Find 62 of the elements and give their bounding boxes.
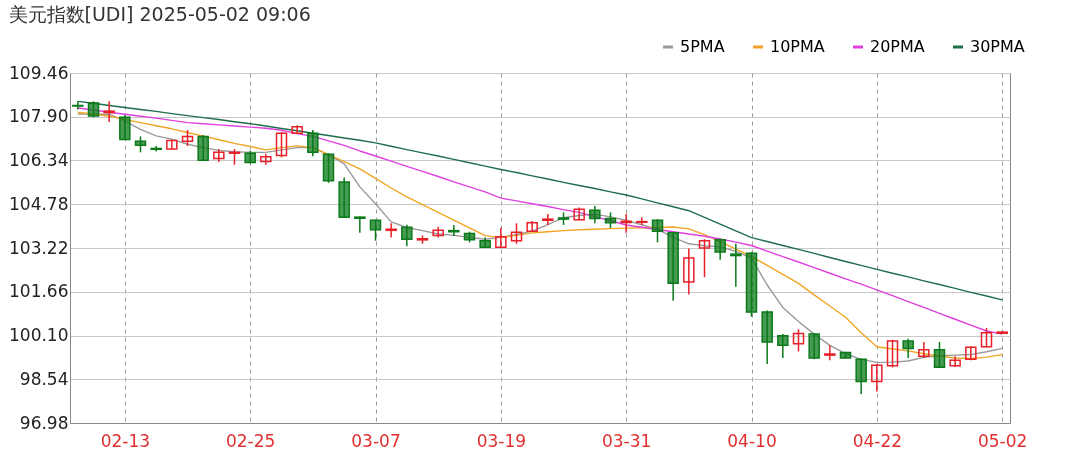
chart-title: 美元指数[UDI] 2025-05-02 09:06 — [8, 3, 311, 25]
candlestick — [526, 220, 538, 232]
candlestick — [824, 344, 836, 361]
y-tick-label: 98.54 — [19, 368, 69, 389]
candlestick — [150, 145, 162, 153]
candlestick — [683, 247, 695, 296]
candlestick — [72, 100, 84, 111]
candlestick — [385, 222, 397, 239]
y-tick-label: 96.98 — [19, 412, 69, 433]
candlestick — [307, 129, 319, 158]
candlestick — [213, 148, 225, 163]
candlestick — [855, 357, 867, 395]
x-tick-label: 02-25 — [225, 430, 276, 451]
candlestick — [573, 206, 585, 221]
candlestick — [871, 363, 883, 393]
candlestick — [965, 345, 977, 361]
x-tick-label: 03-19 — [476, 430, 527, 451]
candlestick — [651, 218, 664, 244]
candlestick — [980, 327, 993, 349]
candlestick — [119, 114, 131, 141]
legend-label: 10PMA — [770, 37, 825, 56]
candlestick — [792, 328, 805, 353]
y-tick-label: 107.90 — [9, 106, 69, 127]
candlestick — [918, 341, 930, 359]
y-tick-label: 100.10 — [9, 325, 69, 345]
candlestick — [620, 213, 632, 234]
y-tick-label: 101.66 — [9, 281, 69, 302]
candlestick — [730, 243, 742, 288]
candlestick — [510, 222, 523, 245]
y-tick-label: 104.78 — [9, 193, 69, 214]
x-tick-label: 04-10 — [727, 430, 777, 451]
candlestick — [354, 215, 366, 234]
line-series — [77, 100, 1003, 301]
x-tick-label: 05-02 — [977, 430, 1028, 451]
candlestick — [542, 213, 554, 226]
y-tick-label: 109.46 — [9, 62, 69, 83]
candlestick — [933, 341, 946, 369]
legend-label: 5PMA — [680, 37, 725, 56]
candlestick — [291, 124, 303, 135]
x-tick-label: 03-07 — [351, 430, 401, 451]
x-tick-label: 03-31 — [601, 430, 652, 451]
x-tick-label: 02-13 — [100, 430, 151, 451]
candlestick — [401, 223, 413, 248]
y-tick-label: 103.22 — [9, 237, 69, 258]
candlestick — [698, 238, 711, 278]
candlestick — [166, 139, 178, 151]
candlestick — [275, 131, 288, 159]
x-tick-label: 04-22 — [852, 430, 903, 451]
candlestick — [636, 216, 648, 226]
legend-label: 30PMA — [970, 37, 1025, 56]
y-tick-label: 106.34 — [9, 150, 69, 170]
candlestick — [432, 225, 444, 239]
legend-label: 20PMA — [870, 37, 925, 56]
candlestick — [886, 338, 899, 369]
candlestick — [495, 227, 507, 248]
candlestick — [902, 338, 914, 359]
candlestick — [777, 333, 789, 359]
candlestick — [808, 332, 820, 361]
candlestick — [197, 134, 209, 162]
candlestick — [260, 153, 272, 166]
candlestick — [103, 100, 115, 123]
candlestick — [369, 218, 382, 242]
